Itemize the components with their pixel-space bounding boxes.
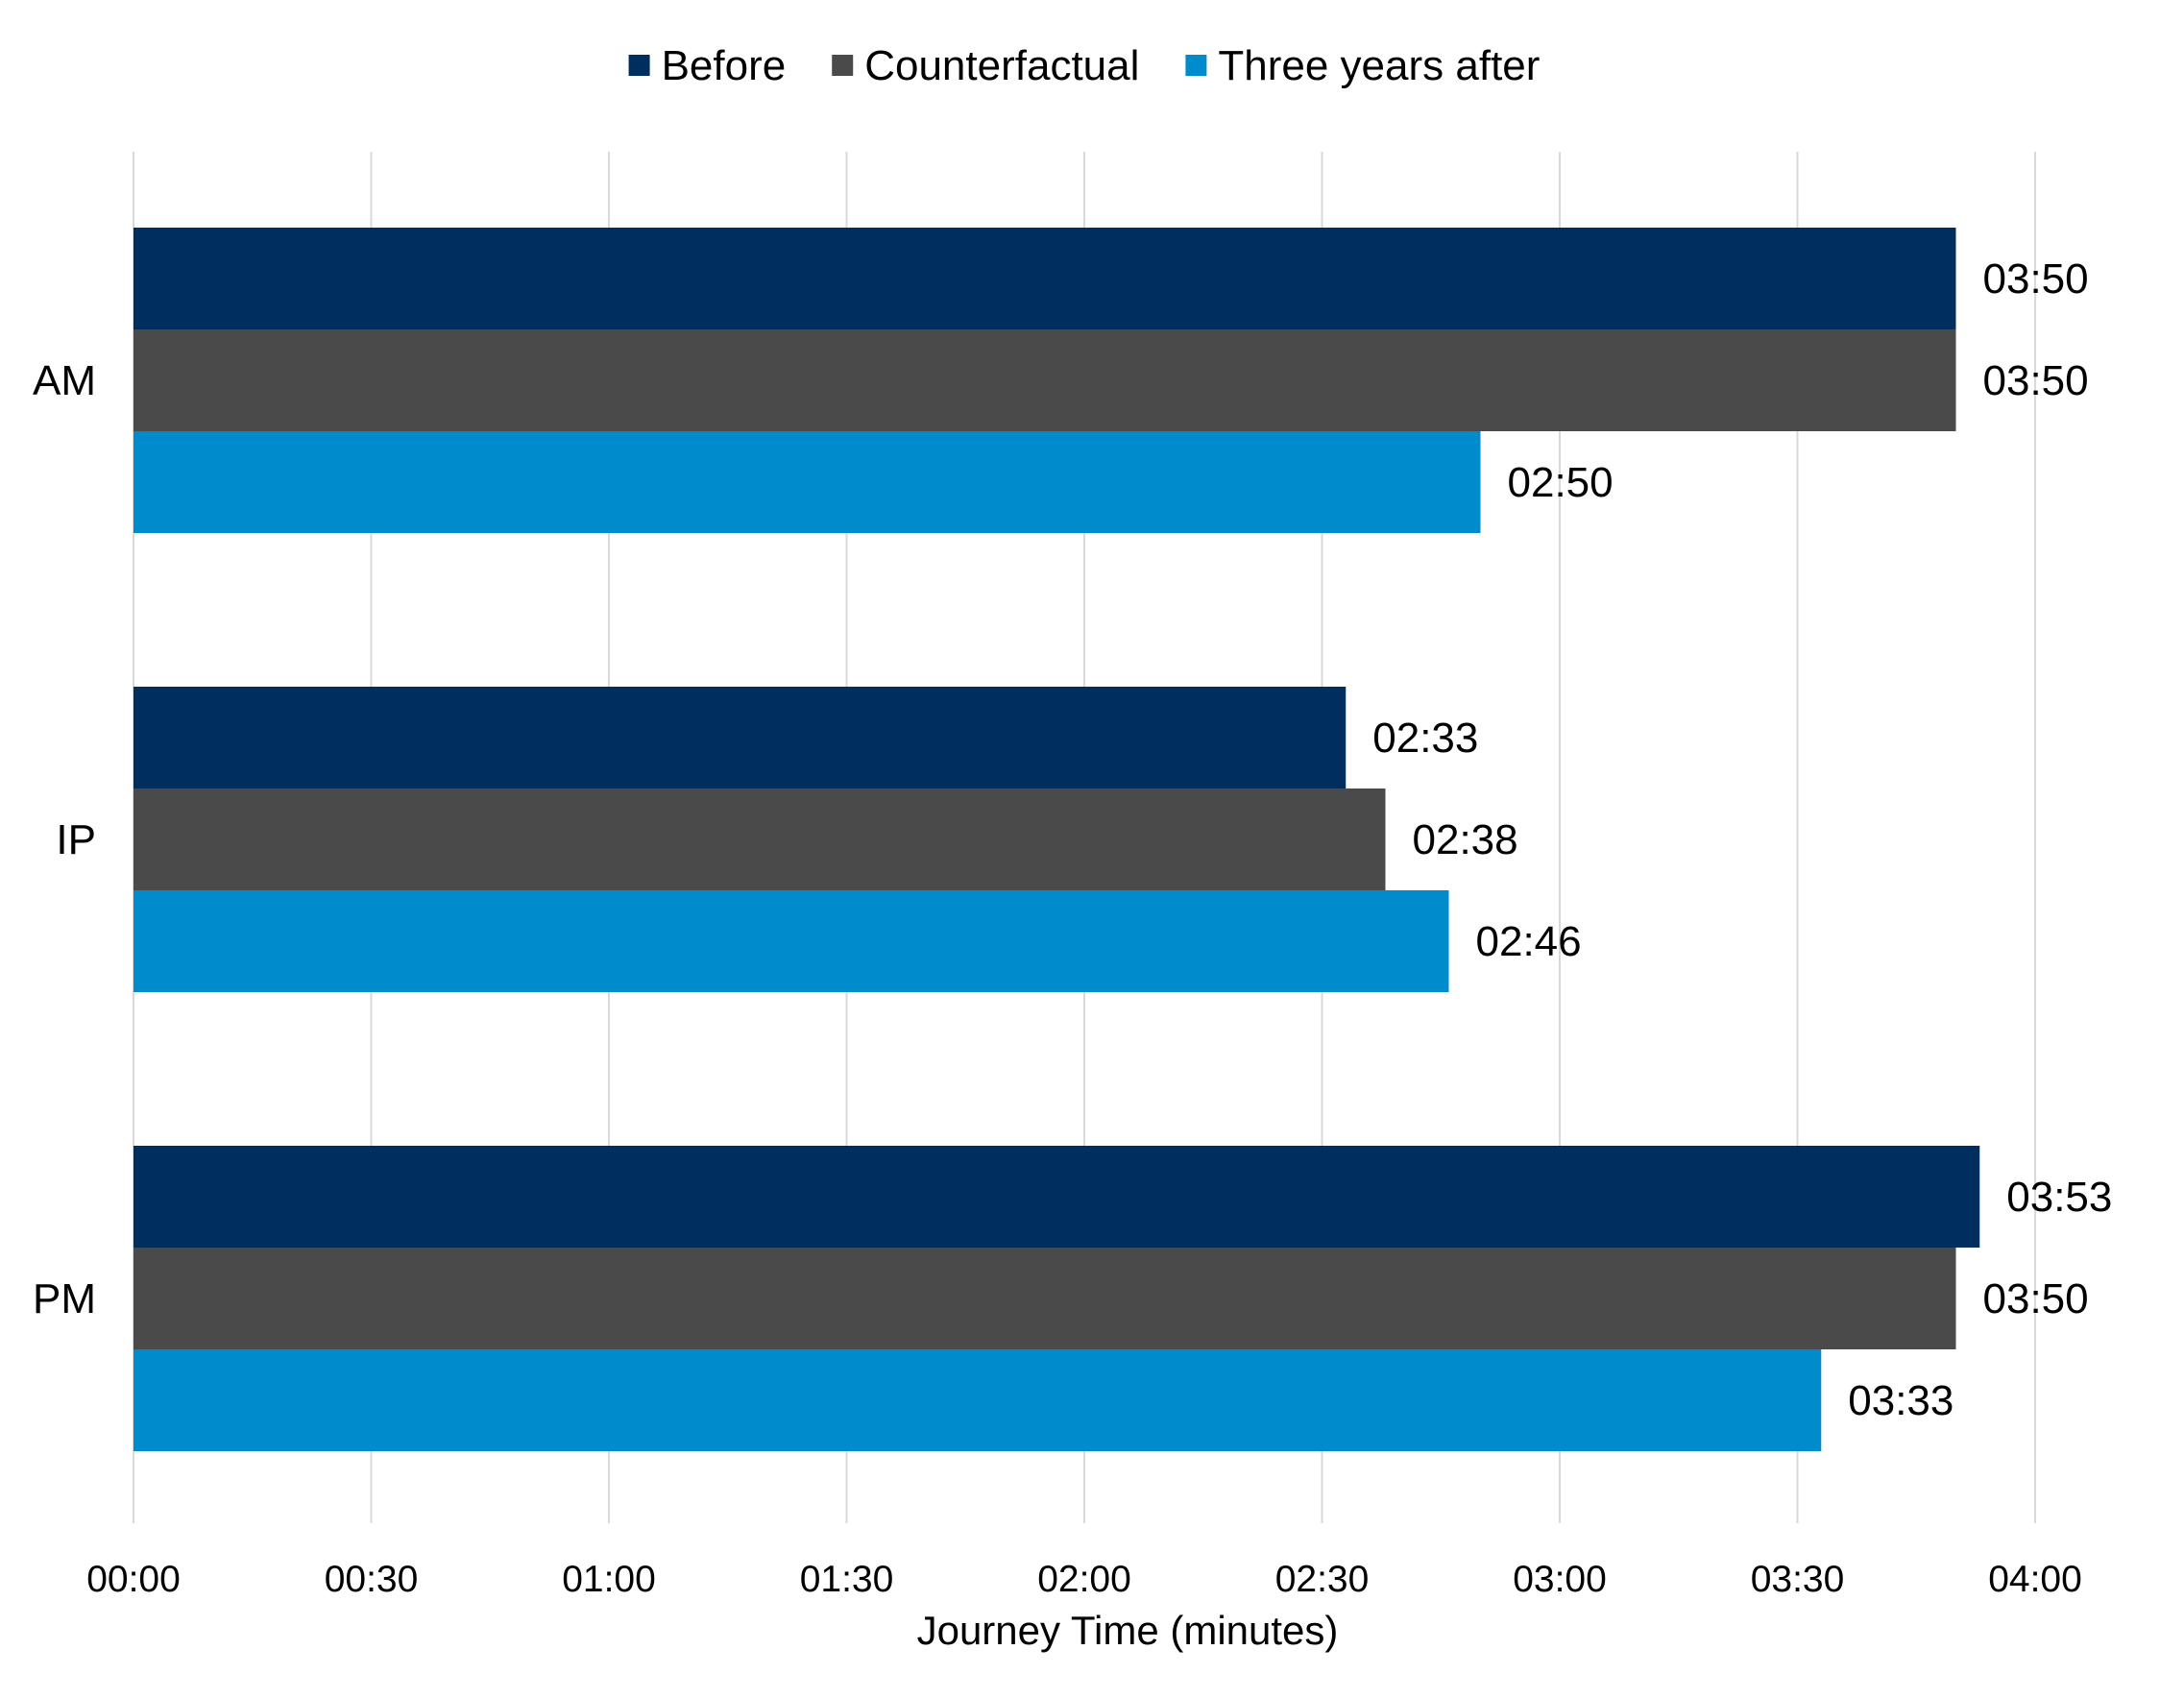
legend-label: Three years after	[1218, 42, 1540, 89]
bar-am-counterfactual	[133, 329, 1956, 431]
legend: Before Counterfactual Three years after	[628, 42, 1540, 89]
bar-ip-counterfactual	[133, 788, 1386, 890]
bars	[133, 228, 1980, 1451]
x-tick-label: 03:30	[1751, 1559, 1845, 1600]
legend-label: Counterfactual	[864, 42, 1139, 89]
data-label: 02:38	[1413, 816, 1518, 863]
x-tick-label: 02:30	[1275, 1559, 1370, 1600]
bar-ip-before	[133, 687, 1347, 788]
bar-ip-three-years-after	[133, 890, 1449, 992]
category-label-ip: IP	[56, 816, 96, 863]
bar-pm-counterfactual	[133, 1248, 1956, 1349]
data-label: 02:50	[1508, 459, 1614, 506]
x-axis-title: Journey Time (minutes)	[917, 1608, 1339, 1653]
data-label: 02:46	[1476, 918, 1582, 965]
legend-item-before: Before	[628, 42, 787, 89]
x-tick-label: 04:00	[1988, 1559, 2082, 1600]
data-labels: 03:50 03:50 02:50 02:33 02:38 02:46 03:53 03:50…	[1372, 255, 2112, 1424]
data-label: 03:33	[1848, 1377, 1953, 1424]
legend-swatch	[832, 55, 854, 76]
bar-pm-three-years-after	[133, 1349, 1822, 1451]
category-label-am: AM	[33, 357, 96, 404]
data-label: 03:50	[1983, 357, 2089, 404]
bar-am-before	[133, 228, 1956, 329]
data-label: 03:50	[1983, 1275, 2089, 1322]
category-labels: AM IP PM	[33, 357, 96, 1322]
data-label: 02:33	[1372, 715, 1478, 762]
legend-item-three-years-after: Three years after	[1185, 42, 1540, 89]
data-label: 03:50	[1983, 255, 2089, 303]
legend-swatch	[628, 55, 650, 76]
bar-am-three-years-after	[133, 431, 1481, 533]
legend-swatch	[1185, 55, 1207, 76]
x-tick-label: 02:00	[1037, 1559, 1131, 1600]
legend-item-counterfactual: Counterfactual	[832, 42, 1139, 89]
bar-pm-before	[133, 1146, 1980, 1248]
data-label: 03:53	[2006, 1174, 2112, 1221]
category-label-pm: PM	[33, 1275, 96, 1322]
legend-label: Before	[662, 42, 787, 89]
x-axis-ticks: 00:00 00:30 01:00 01:30 02:00 02:30 03:00 03:30…	[86, 1559, 2082, 1600]
x-tick-label: 01:00	[562, 1559, 656, 1600]
x-tick-label: 00:30	[325, 1559, 419, 1600]
x-tick-label: 03:00	[1513, 1559, 1607, 1600]
x-tick-label: 00:00	[86, 1559, 181, 1600]
x-tick-label: 01:30	[800, 1559, 894, 1600]
